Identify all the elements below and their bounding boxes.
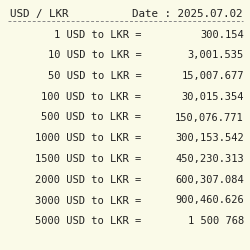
Text: 1500 USD to LKR =: 1500 USD to LKR =	[35, 154, 141, 164]
Text: 10 USD to LKR =: 10 USD to LKR =	[48, 50, 141, 60]
Text: 1000 USD to LKR =: 1000 USD to LKR =	[35, 133, 141, 143]
Text: 1 500 768: 1 500 768	[188, 216, 244, 226]
Text: 300,153.542: 300,153.542	[175, 133, 244, 143]
Text: 500 USD to LKR =: 500 USD to LKR =	[41, 112, 141, 122]
Text: 1 USD to LKR =: 1 USD to LKR =	[54, 30, 141, 40]
Text: 600,307.084: 600,307.084	[175, 175, 244, 185]
Text: 2000 USD to LKR =: 2000 USD to LKR =	[35, 175, 141, 185]
Text: 30,015.354: 30,015.354	[181, 92, 244, 102]
Text: 50 USD to LKR =: 50 USD to LKR =	[48, 71, 141, 81]
Text: 300.154: 300.154	[200, 30, 244, 40]
Text: 900,460.626: 900,460.626	[175, 196, 244, 205]
Text: 15,007.677: 15,007.677	[181, 71, 244, 81]
Text: USD / LKR: USD / LKR	[10, 9, 68, 19]
Text: 150,076.771: 150,076.771	[175, 112, 244, 122]
Text: Date : 2025.07.02: Date : 2025.07.02	[132, 9, 242, 19]
Text: 450,230.313: 450,230.313	[175, 154, 244, 164]
Text: 3,001.535: 3,001.535	[188, 50, 244, 60]
Text: 5000 USD to LKR =: 5000 USD to LKR =	[35, 216, 141, 226]
Text: 100 USD to LKR =: 100 USD to LKR =	[41, 92, 141, 102]
Text: 3000 USD to LKR =: 3000 USD to LKR =	[35, 196, 141, 205]
